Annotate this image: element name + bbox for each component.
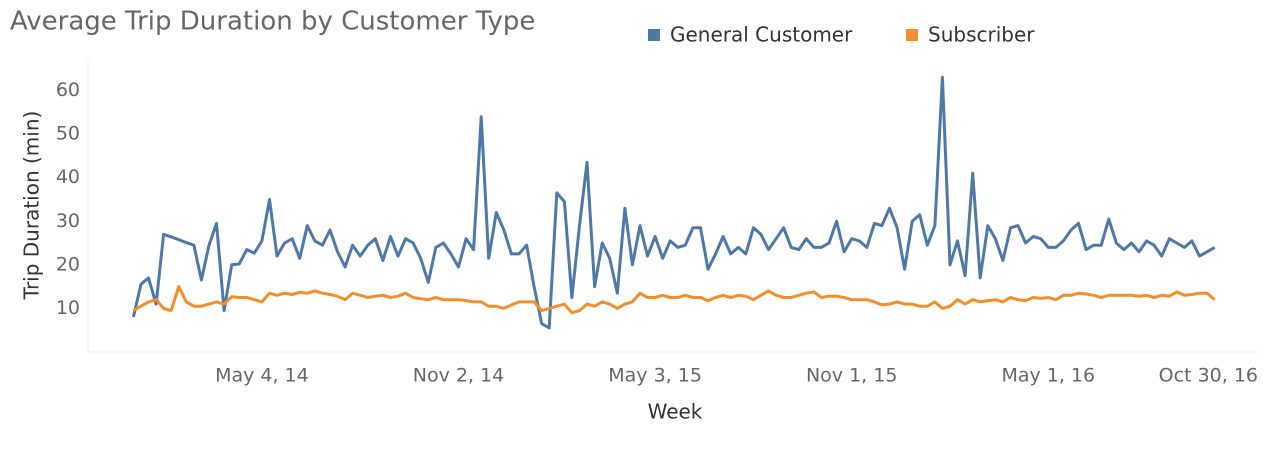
x-tick-label: Oct 30, 16	[1159, 365, 1258, 387]
y-tick-label: 50	[56, 123, 80, 145]
x-tick-label: May 1, 16	[1001, 365, 1095, 387]
x-tick-label: Nov 2, 14	[413, 365, 504, 387]
legend-swatch	[648, 29, 660, 41]
y-tick-label: 10	[56, 297, 80, 319]
y-tick-label: 60	[56, 79, 80, 101]
line-series	[131, 75, 1216, 330]
x-tick-label: Nov 1, 15	[806, 365, 897, 387]
legend-swatch	[906, 29, 918, 41]
y-tick-label: 30	[56, 210, 80, 232]
y-axis-label: Trip Duration (min)	[20, 111, 44, 301]
x-tick-label: May 3, 15	[608, 365, 702, 387]
legend-label: Subscriber	[928, 23, 1035, 47]
chart-title: Average Trip Duration by Customer Type	[10, 7, 535, 37]
legend-label: General Customer	[670, 23, 853, 47]
y-tick-label: 40	[56, 166, 80, 188]
x-axis-label: Week	[648, 400, 703, 424]
y-tick-label: 20	[56, 253, 80, 275]
x-tick-label: May 4, 14	[215, 365, 309, 387]
line-series	[132, 285, 1216, 315]
